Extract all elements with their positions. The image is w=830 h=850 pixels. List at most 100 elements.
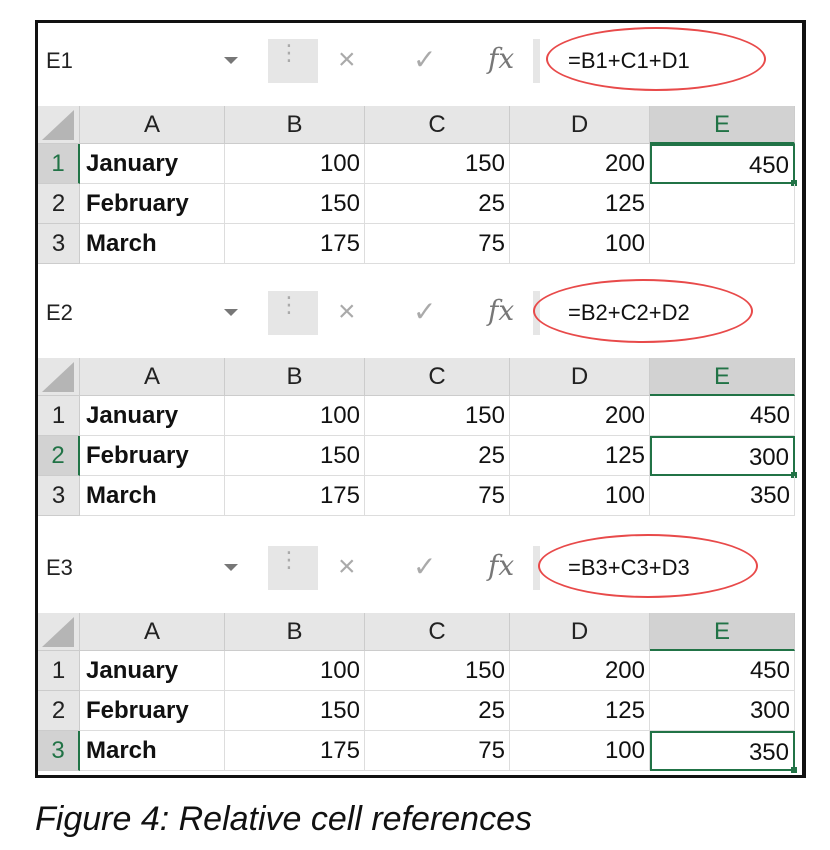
cell-a1[interactable]: January <box>80 651 225 691</box>
spreadsheet-panel: E2 ⋮ × ✓ fx =B2+C2+D2 A B C D E 1 January 100 150 200 45… <box>38 275 802 527</box>
enter-icon[interactable]: ✓ <box>413 551 437 582</box>
row-header-2[interactable]: 2 <box>38 691 80 731</box>
spreadsheet-figure: E1 ⋮ × ✓ fx =B1+C1+D1 A B C D E 1 January 100 150 200 45… <box>35 20 806 778</box>
cell-c1[interactable]: 150 <box>365 144 510 184</box>
cell-b2[interactable]: 150 <box>225 436 365 476</box>
cell-c2[interactable]: 25 <box>365 691 510 731</box>
enter-icon[interactable]: ✓ <box>413 296 437 327</box>
formula-buttons: × ✓ fx <box>318 291 533 335</box>
column-header-d[interactable]: D <box>510 358 650 396</box>
cell-e1[interactable]: 450 <box>650 396 795 436</box>
cell-b1[interactable]: 100 <box>225 651 365 691</box>
cell-a1[interactable]: January <box>80 144 225 184</box>
more-options-icon[interactable]: ⋮ <box>278 292 300 317</box>
cell-b3[interactable]: 175 <box>225 731 365 771</box>
select-all-corner[interactable] <box>38 106 80 144</box>
cancel-icon[interactable]: × <box>338 550 356 583</box>
more-options-icon[interactable]: ⋮ <box>278 40 300 65</box>
row-header-2[interactable]: 2 <box>38 184 80 224</box>
name-box-dropdown-icon[interactable] <box>224 564 238 571</box>
cell-e2[interactable]: 300 <box>650 691 795 731</box>
column-header-c[interactable]: C <box>365 358 510 396</box>
cell-d1[interactable]: 200 <box>510 144 650 184</box>
fill-handle[interactable] <box>791 180 797 186</box>
formula-buttons: × ✓ fx <box>318 39 533 83</box>
column-header-e[interactable]: E <box>650 106 795 144</box>
cell-e3[interactable]: 350 <box>650 731 797 773</box>
select-all-corner[interactable] <box>38 358 80 396</box>
cell-c3[interactable]: 75 <box>365 731 510 771</box>
insert-function-icon[interactable]: fx <box>488 42 515 75</box>
cell-e3[interactable]: 350 <box>650 476 795 516</box>
cell-a2[interactable]: February <box>80 436 225 476</box>
cell-a1[interactable]: January <box>80 396 225 436</box>
cell-e1[interactable]: 450 <box>650 651 795 691</box>
insert-function-icon[interactable]: fx <box>488 294 515 327</box>
cell-b3[interactable]: 175 <box>225 224 365 264</box>
column-header-c[interactable]: C <box>365 106 510 144</box>
cell-d3[interactable]: 100 <box>510 731 650 771</box>
column-header-b[interactable]: B <box>225 358 365 396</box>
cell-c2[interactable]: 25 <box>365 184 510 224</box>
cell-c3[interactable]: 75 <box>365 224 510 264</box>
cell-c2[interactable]: 25 <box>365 436 510 476</box>
cell-e1[interactable]: 450 <box>650 144 797 186</box>
cancel-icon[interactable]: × <box>338 43 356 76</box>
column-header-a[interactable]: A <box>80 106 225 144</box>
cell-b2[interactable]: 150 <box>225 691 365 731</box>
cell-b3[interactable]: 175 <box>225 476 365 516</box>
row-header-1[interactable]: 1 <box>38 651 80 691</box>
column-header-c[interactable]: C <box>365 613 510 651</box>
column-header-b[interactable]: B <box>225 106 365 144</box>
cancel-icon[interactable]: × <box>338 295 356 328</box>
cell-b1[interactable]: 100 <box>225 396 365 436</box>
select-all-corner[interactable] <box>38 613 80 651</box>
row-header-3[interactable]: 3 <box>38 476 80 516</box>
name-box-dropdown-icon[interactable] <box>224 57 238 64</box>
column-header-e[interactable]: E <box>650 613 795 651</box>
column-header-a[interactable]: A <box>80 613 225 651</box>
name-box-dropdown-icon[interactable] <box>224 309 238 316</box>
cell-e2[interactable] <box>650 184 795 224</box>
cell-a2[interactable]: February <box>80 691 225 731</box>
row-header-2[interactable]: 2 <box>38 436 80 476</box>
cell-d1[interactable]: 200 <box>510 396 650 436</box>
cell-a3[interactable]: March <box>80 731 225 771</box>
fill-handle[interactable] <box>791 767 797 773</box>
cell-d1[interactable]: 200 <box>510 651 650 691</box>
insert-function-icon[interactable]: fx <box>488 549 515 582</box>
cell-c1[interactable]: 150 <box>365 651 510 691</box>
highlight-ellipse <box>538 534 758 598</box>
cell-d2[interactable]: 125 <box>510 691 650 731</box>
cell-d2[interactable]: 125 <box>510 436 650 476</box>
row-header-1[interactable]: 1 <box>38 144 80 184</box>
cell-d3[interactable]: 100 <box>510 224 650 264</box>
cell-c1[interactable]: 150 <box>365 396 510 436</box>
cell-e2[interactable]: 300 <box>650 436 797 478</box>
row-header-3[interactable]: 3 <box>38 224 80 264</box>
cell-a2[interactable]: February <box>80 184 225 224</box>
cell-d3[interactable]: 100 <box>510 476 650 516</box>
select-all-triangle-icon <box>42 110 74 140</box>
highlight-ellipse <box>533 279 753 343</box>
cell-a3[interactable]: March <box>80 224 225 264</box>
cell-c3[interactable]: 75 <box>365 476 510 516</box>
spreadsheet-panel: E1 ⋮ × ✓ fx =B1+C1+D1 A B C D E 1 January 100 150 200 45… <box>38 23 802 275</box>
row-header-1[interactable]: 1 <box>38 396 80 436</box>
column-header-d[interactable]: D <box>510 106 650 144</box>
figure-caption: Figure 4: Relative cell references <box>35 800 533 838</box>
column-header-a[interactable]: A <box>80 358 225 396</box>
column-header-d[interactable]: D <box>510 613 650 651</box>
column-header-e[interactable]: E <box>650 358 795 396</box>
column-header-b[interactable]: B <box>225 613 365 651</box>
enter-icon[interactable]: ✓ <box>413 44 437 75</box>
cell-d2[interactable]: 125 <box>510 184 650 224</box>
cell-e3[interactable] <box>650 224 795 264</box>
cell-b1[interactable]: 100 <box>225 144 365 184</box>
cell-a3[interactable]: March <box>80 476 225 516</box>
fill-handle[interactable] <box>791 472 797 478</box>
cell-b2[interactable]: 150 <box>225 184 365 224</box>
more-options-icon[interactable]: ⋮ <box>278 547 300 572</box>
row-header-3[interactable]: 3 <box>38 731 80 771</box>
spreadsheet-panel: E3 ⋮ × ✓ fx =B3+C3+D3 A B C D E 1 January 100 150 200 45… <box>38 530 802 782</box>
